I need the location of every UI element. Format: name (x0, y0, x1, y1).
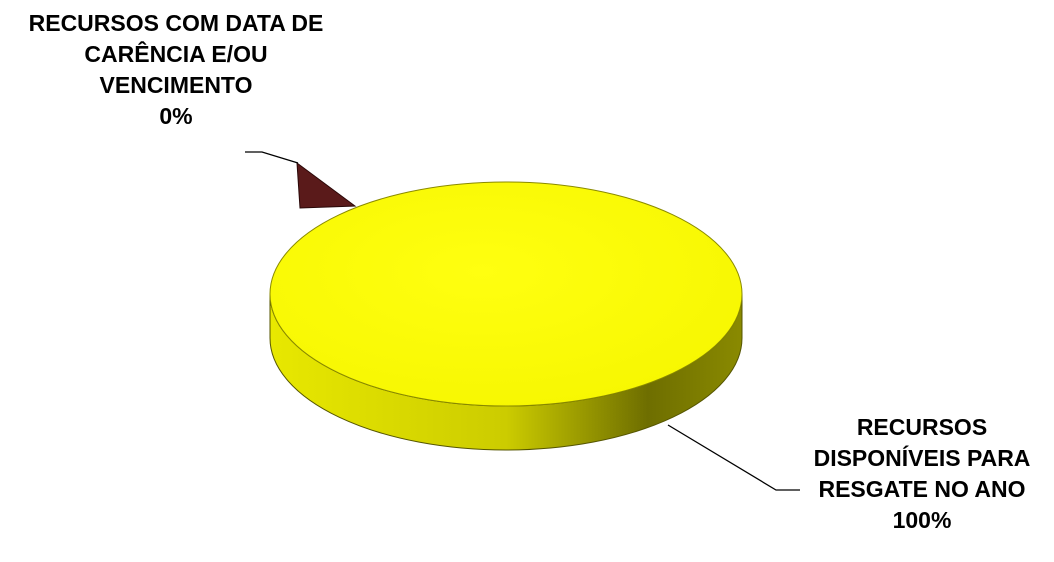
slice-label-line: RECURSOS COM DATA DE (28, 10, 324, 36)
slice-label-disponiveis: RECURSOS DISPONÍVEIS PARA RESGATE NO ANO… (790, 412, 1054, 536)
slice-label-line: RESGATE NO ANO (818, 476, 1026, 502)
pie-slice-carencia (296, 161, 357, 209)
slice-percent-label: 0% (159, 103, 193, 129)
slice-label-carencia: RECURSOS COM DATA DE CARÊNCIA E/OU VENCI… (0, 8, 352, 132)
slice-label-line: DISPONÍVEIS PARA (813, 445, 1031, 471)
slice-percent-label: 100% (892, 507, 952, 533)
slice-label-line: RECURSOS (856, 414, 988, 440)
leader-line-carencia (245, 151, 299, 164)
slice-label-line: VENCIMENTO (99, 72, 253, 98)
leader-line-disponiveis (667, 424, 800, 491)
slice-label-line: CARÊNCIA E/OU (84, 41, 268, 67)
pie-slice-disponiveis (269, 181, 743, 407)
